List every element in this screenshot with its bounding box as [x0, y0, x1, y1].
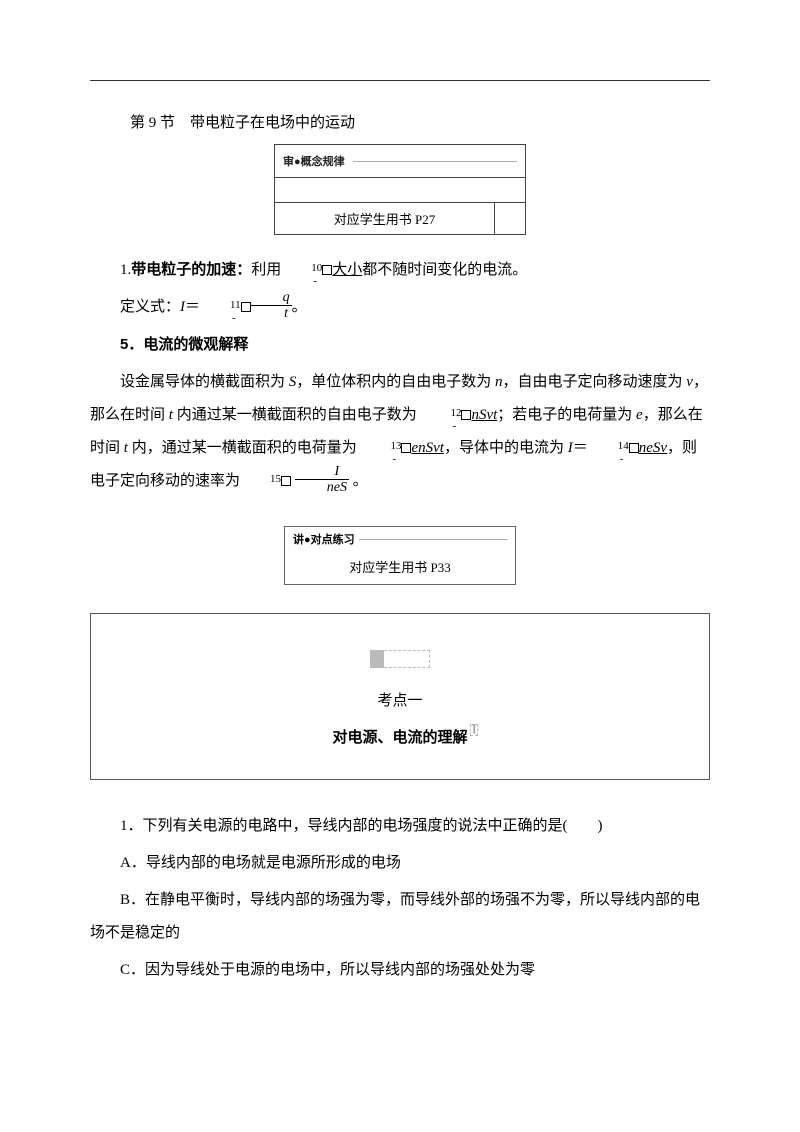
blank-12: 12- — [420, 401, 471, 430]
p1-num: 1. — [120, 262, 131, 278]
p2-end: 。 — [292, 299, 307, 315]
question-1: 1．下列有关电源的电路中，导线内部的电场强度的说法中正确的是( ) — [90, 810, 710, 843]
para-4: 设金属导体的横截面积为 S，单位体积内的自由电子数为 n，自由电子定向移动速度为… — [90, 366, 710, 498]
frac-I-neS: IneS — [295, 464, 349, 496]
section-title: 第 9 节 带电粒子在电场中的运动 — [90, 111, 710, 132]
p4-f: ；若电子的电荷量为 — [497, 407, 636, 423]
p4-v: v — [686, 374, 693, 390]
frac-den: t — [251, 306, 292, 321]
blank-dash: - — [590, 447, 624, 471]
p4-c: ，自由电子定向移动速度为 — [503, 374, 687, 390]
blank-15-num: 15 — [270, 473, 281, 485]
option-b: B．在静电平衡时，导线内部的场强为零，而导线外部的场强不为零，所以导线内部的电场… — [90, 884, 710, 950]
concept-ref: 对应学生用书 P27 — [275, 203, 495, 234]
exam-end-icon: ⌉ — [470, 724, 478, 736]
para-3: 5．电流的微观解释 — [90, 328, 710, 362]
blank-14: 14- — [588, 434, 639, 463]
blank-dash: - — [202, 306, 236, 330]
p2-eq: ＝ — [185, 299, 200, 315]
blank-dash: - — [362, 447, 396, 471]
blank-12-text: nSvt — [471, 407, 497, 423]
frac2-den: neS — [295, 480, 349, 495]
practice-box: 讲●对点练习 对应学生用书 P33 — [284, 526, 516, 585]
top-rule — [90, 80, 710, 81]
concept-box-right — [495, 203, 525, 234]
blank-box-icon — [241, 302, 251, 312]
p4-b: ，单位体积内的自由电子数为 — [296, 374, 495, 390]
p4-k: 。 — [349, 473, 368, 489]
para-1: 1.带电粒子的加速：利用10-大小都不随时间变化的电流。 — [90, 253, 710, 287]
p4-h: 内，通过某一横截面积的电荷量为 — [128, 440, 361, 456]
blank-box-icon — [281, 476, 291, 486]
exam-point: 考点一 — [111, 689, 689, 710]
p4-eq2: ＝ — [573, 440, 588, 456]
p2-a: 定义式： — [120, 299, 180, 315]
exam-tab-icon — [370, 650, 430, 668]
practice-line — [359, 539, 507, 540]
frac2-num: I — [295, 464, 349, 480]
blank-dash: - — [422, 414, 456, 438]
concept-box-spacer — [275, 178, 525, 203]
blank-11: 11- — [200, 293, 251, 322]
para-2: 定义式：I＝11-qt。 — [90, 291, 710, 324]
concept-badge-line — [353, 161, 517, 162]
frac-q-t: qt — [251, 290, 292, 322]
blank-box-icon — [461, 410, 471, 420]
p1-b: 都不随时间变化的电流。 — [362, 262, 527, 278]
p4-n: n — [495, 374, 503, 390]
option-a: A．导线内部的电场就是电源所形成的电场 — [90, 847, 710, 880]
concept-box-header: 审●概念规律 — [275, 145, 525, 178]
p4-e2: e — [636, 407, 643, 423]
exam-topic: 对电源、电流的理解 ⌉ — [332, 726, 467, 747]
blank-box-icon — [401, 443, 411, 453]
blank-13-text: enSvt — [411, 440, 443, 456]
exam-box: 考点一 对电源、电流的理解 ⌉ — [90, 613, 710, 780]
blank-15: 15 — [240, 467, 291, 496]
p1-a: 利用 — [251, 262, 281, 278]
p4-e: 内通过某一横截面积的自由电子数为 — [173, 407, 421, 423]
p1-bold: 带电粒子的加速： — [131, 261, 251, 278]
blank-14-text: neSv — [639, 440, 667, 456]
option-c: C．因为导线处于电源的电场中，所以导线内部的场强处处为零 — [90, 954, 710, 987]
blank-10: 10- — [281, 256, 332, 285]
practice-ref: 对应学生用书 P33 — [285, 551, 515, 584]
frac-num: q — [251, 290, 292, 306]
blank-box-icon — [629, 443, 639, 453]
blank-box-icon — [322, 265, 332, 275]
blank-13: 13- — [360, 434, 411, 463]
concept-box: 审●概念规律 对应学生用书 P27 — [274, 144, 526, 235]
blank-10-text: 大小 — [332, 262, 362, 278]
concept-badge: 审●概念规律 — [283, 153, 345, 169]
p4-a: 设金属导体的横截面积为 — [120, 374, 289, 390]
p4-i: ，导体中的电流为 — [444, 440, 568, 456]
concept-box-body: 对应学生用书 P27 — [275, 203, 525, 234]
practice-badge: 讲●对点练习 — [293, 531, 355, 547]
exam-topic-text: 对电源、电流的理解 — [332, 729, 467, 746]
practice-header: 讲●对点练习 — [285, 527, 515, 551]
p3-text: 5．电流的微观解释 — [120, 336, 248, 353]
